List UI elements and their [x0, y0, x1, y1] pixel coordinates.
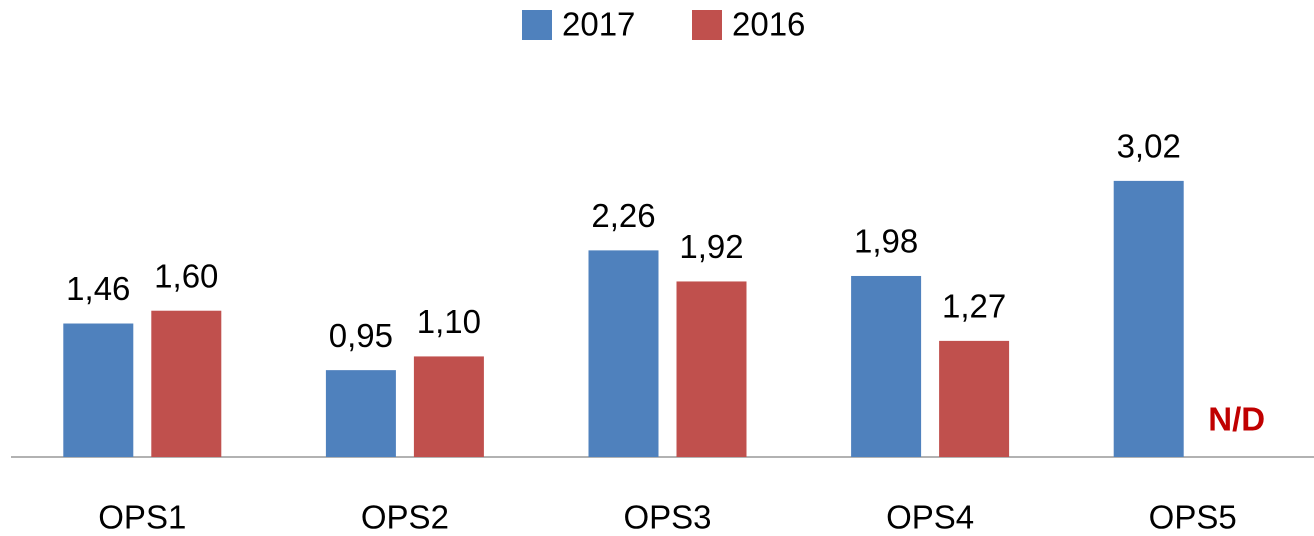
value-label: 1,60: [154, 257, 218, 294]
legend-swatch: [692, 10, 722, 40]
bar: [151, 310, 222, 457]
annotation: N/D: [1208, 401, 1265, 438]
value-label: 3,02: [1117, 128, 1181, 165]
value-label: 1,98: [854, 223, 918, 260]
bar: [588, 250, 659, 457]
legend-label: 2016: [732, 6, 805, 43]
legend-label: 2017: [562, 6, 635, 43]
bar: [325, 370, 396, 457]
bar: [676, 281, 747, 457]
value-label: 1,92: [679, 228, 743, 265]
bar: [939, 340, 1010, 457]
value-label: 2,26: [591, 197, 655, 234]
x-tick-label: OPS5: [1149, 499, 1237, 536]
bar: [413, 356, 484, 457]
value-label: 0,95: [329, 317, 393, 354]
value-label: 1,27: [942, 288, 1006, 325]
legend-swatch: [522, 10, 552, 40]
x-tick-label: OPS2: [361, 499, 449, 536]
bar: [63, 323, 134, 457]
x-tick-label: OPS1: [98, 499, 186, 536]
x-tick-label: OPS4: [886, 499, 974, 536]
value-label: 1,46: [66, 270, 130, 307]
x-tick-label: OPS3: [623, 499, 711, 536]
value-label: 1,10: [417, 303, 481, 340]
bar: [851, 275, 922, 457]
bar: [1113, 180, 1184, 457]
